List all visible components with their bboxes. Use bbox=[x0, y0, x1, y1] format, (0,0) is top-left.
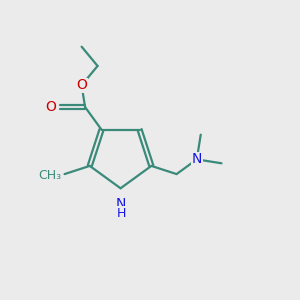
Text: CH₃: CH₃ bbox=[38, 169, 61, 182]
Text: O: O bbox=[46, 100, 56, 114]
Text: O: O bbox=[76, 78, 87, 92]
Text: N: N bbox=[192, 152, 202, 167]
Text: N: N bbox=[116, 197, 126, 211]
Text: H: H bbox=[116, 206, 126, 220]
